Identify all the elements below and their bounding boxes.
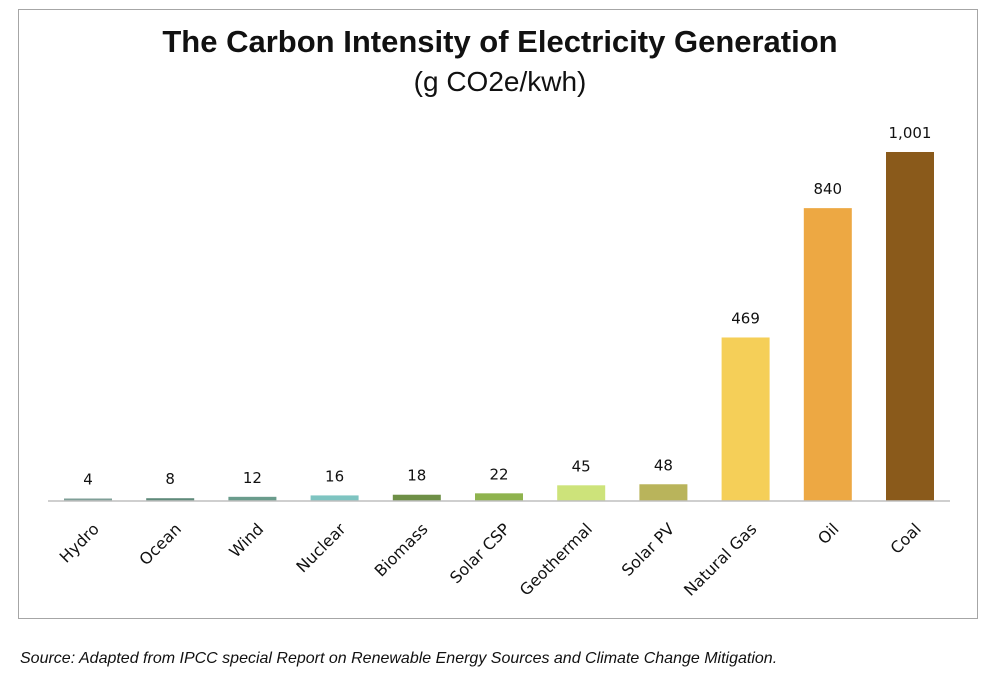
value-label: 469 [731, 309, 760, 327]
category-labels-group: Hydro Ocean Wind Nuclear Biomass Solar CSP Geo… [56, 519, 925, 600]
chart-title: The Carbon Intensity of Electricity Gene… [162, 24, 838, 59]
bar-solar-csp [475, 493, 523, 501]
category-label: Natural Gas [680, 519, 760, 599]
category-label: Ocean [135, 519, 185, 569]
value-label: 16 [325, 467, 344, 485]
bar-solar-pv [639, 484, 688, 501]
bar-hydro [64, 498, 112, 501]
bar-ocean [146, 498, 195, 501]
chart-subtitle: (g CO2e/kwh) [413, 66, 587, 97]
value-label: 45 [572, 457, 591, 475]
category-label: Wind [225, 519, 267, 561]
bar-coal [886, 152, 934, 501]
value-label: 8 [165, 470, 175, 488]
value-label: 12 [243, 469, 262, 487]
bar-oil [803, 208, 852, 501]
source-note: Source: Adapted from IPCC special Report… [20, 650, 778, 667]
value-label: 4 [83, 471, 93, 489]
category-label: Geothermal [516, 519, 596, 599]
bar-wind [228, 496, 277, 501]
value-label: 1,001 [889, 124, 932, 142]
category-label: Nuclear [292, 519, 349, 576]
chart-frame [18, 9, 978, 619]
value-label: 18 [407, 467, 426, 485]
bar-nuclear [310, 495, 359, 501]
bar-biomass [392, 494, 441, 501]
category-label: Biomass [371, 519, 432, 580]
category-label: Oil [814, 519, 843, 548]
bar-natural-gas [721, 337, 770, 501]
category-label: Coal [886, 519, 924, 557]
bar-geothermal [557, 485, 606, 501]
value-label: 22 [489, 465, 508, 483]
value-label: 48 [654, 456, 673, 474]
category-label: Solar PV [618, 519, 678, 579]
bars-group [64, 152, 934, 501]
category-label: Solar CSP [446, 519, 514, 587]
value-label: 840 [813, 180, 842, 198]
category-label: Hydro [56, 519, 103, 566]
